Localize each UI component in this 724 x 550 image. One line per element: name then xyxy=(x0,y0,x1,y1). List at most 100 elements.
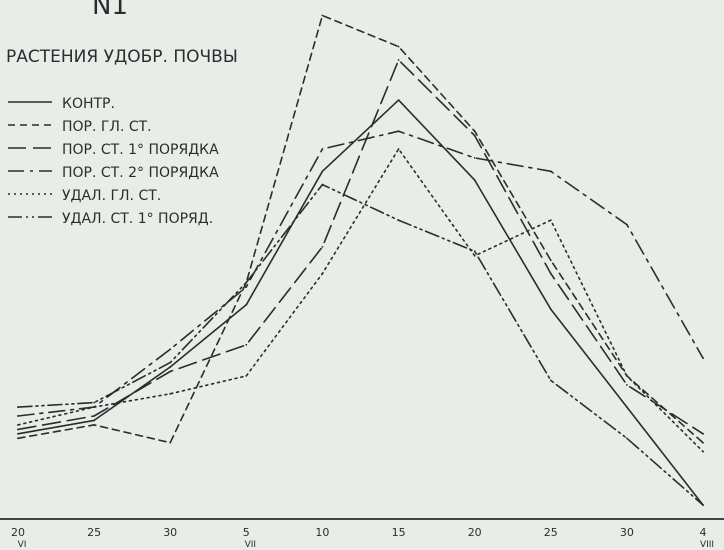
series-1-point-2 xyxy=(93,419,95,422)
series-5-point-3 xyxy=(169,392,172,395)
series-4-point-3 xyxy=(169,348,172,351)
series-6-point-1 xyxy=(17,406,19,408)
legend-item-2: ПОР. ГЛ. СТ. xyxy=(8,119,152,135)
series-3-point-7 xyxy=(473,134,476,137)
series-3-point-3 xyxy=(169,370,172,373)
x-tick-label: 30 xyxy=(620,526,634,539)
series-2 xyxy=(17,14,704,444)
series-3-point-9 xyxy=(626,384,628,386)
series-6-point-6 xyxy=(397,219,400,222)
x-tick-label: 10 xyxy=(315,526,329,539)
series-3-point-6 xyxy=(397,59,400,61)
series-5-point-1 xyxy=(17,424,19,426)
series-3-point-5 xyxy=(321,246,324,248)
series-3-point-2 xyxy=(93,415,95,417)
series-3-point-10 xyxy=(702,432,704,435)
series-4-point-1 xyxy=(17,415,19,417)
series-6-point-5 xyxy=(321,183,324,186)
series-1-point-6 xyxy=(397,99,400,101)
series-6-point-2 xyxy=(93,401,95,404)
series-5-point-5 xyxy=(321,272,324,275)
series-6-point-3 xyxy=(169,361,172,364)
legend-item-4: ПОР. СТ. 2° ПОРЯДКА xyxy=(8,165,219,181)
series-5-point-7 xyxy=(473,254,476,257)
legend-label-5: УДАЛ. ГЛ. СТ. xyxy=(62,188,161,204)
series-2-point-1 xyxy=(17,437,19,440)
series-2-point-7 xyxy=(473,130,476,133)
series-5-point-9 xyxy=(626,375,628,377)
series-1-point-1 xyxy=(17,432,19,435)
series-4-point-8 xyxy=(549,170,552,173)
x-tick-label: 20 xyxy=(11,526,25,539)
series-6 xyxy=(17,183,704,506)
series-5 xyxy=(17,148,704,453)
x-tick-3: 30 xyxy=(163,526,177,539)
series-2-point-2 xyxy=(93,424,95,426)
x-tick-month: VIII xyxy=(700,540,714,550)
x-tick-label: 30 xyxy=(163,526,177,539)
series-line-4 xyxy=(17,130,704,417)
chart-title: N1 xyxy=(92,0,128,21)
series-1 xyxy=(17,99,704,506)
x-tick-9: 30 xyxy=(620,526,634,539)
legend-item-5: УДАЛ. ГЛ. СТ. xyxy=(8,188,161,204)
series-3-point-1 xyxy=(17,428,19,431)
legend-item-6: УДАЛ. СТ. 1° ПОРЯД. xyxy=(8,211,213,227)
series-5-point-10 xyxy=(702,450,704,453)
series-3-point-8 xyxy=(549,272,552,275)
series-1-point-3 xyxy=(169,366,172,368)
series-3 xyxy=(17,59,704,435)
x-tick-label: 5 xyxy=(243,526,250,539)
series-2-point-5 xyxy=(321,14,324,17)
series-6-point-8 xyxy=(549,379,552,382)
series-1-point-7 xyxy=(473,179,476,182)
series-line-2 xyxy=(17,14,704,444)
x-tick-label: 4 xyxy=(700,526,707,539)
series-4-point-5 xyxy=(321,148,324,150)
legend-item-1: КОНТР. xyxy=(8,96,115,112)
legend-label-4: ПОР. СТ. 2° ПОРЯДКА xyxy=(62,165,219,181)
x-tick-7: 20 xyxy=(468,526,482,539)
x-tick-label: 15 xyxy=(392,526,406,539)
series-4-point-9 xyxy=(626,223,628,226)
series-1-point-5 xyxy=(321,170,324,173)
series-4-point-10 xyxy=(702,357,704,359)
x-tick-label: 20 xyxy=(468,526,482,539)
x-tick-label: 25 xyxy=(87,526,101,539)
legend: КОНТР. ПОР. ГЛ. СТ. ПОР. СТ. 1° ПОРЯДКА ПОР… xyxy=(8,96,219,227)
series-3-point-4 xyxy=(245,343,248,346)
x-tick-2: 25 xyxy=(87,526,101,539)
series-2-point-3 xyxy=(169,441,172,444)
series-1-point-4 xyxy=(245,303,248,306)
legend-label-2: ПОР. ГЛ. СТ. xyxy=(62,119,152,135)
series-5-point-2 xyxy=(93,406,95,408)
series-6-point-9 xyxy=(626,437,628,440)
series-5-point-4 xyxy=(245,375,248,377)
x-tick-8: 25 xyxy=(544,526,558,539)
series-line-6 xyxy=(17,183,704,506)
series-2-point-8 xyxy=(549,259,552,262)
x-tick-month: VI xyxy=(18,540,27,550)
series-6-point-4 xyxy=(245,281,248,284)
series-6-point-7 xyxy=(473,250,476,253)
x-tick-6: 15 xyxy=(392,526,406,539)
chart-subtitle: РАСТЕНИЯ УДОБР. ПОЧВЫ xyxy=(6,47,238,67)
series-4-point-6 xyxy=(397,130,400,133)
legend-label-3: ПОР. СТ. 1° ПОРЯДКА xyxy=(62,142,219,158)
legend-label-6: УДАЛ. СТ. 1° ПОРЯД. xyxy=(62,211,213,227)
series-2-point-10 xyxy=(702,441,704,444)
x-tick-month: VII xyxy=(245,540,256,550)
x-tick-5: 10 xyxy=(315,526,329,539)
series-layer xyxy=(17,14,704,506)
series-line-1 xyxy=(17,99,704,506)
series-5-point-6 xyxy=(397,148,400,150)
series-1-point-8 xyxy=(549,308,552,311)
series-line-5 xyxy=(17,148,704,453)
series-4-point-4 xyxy=(245,286,248,288)
